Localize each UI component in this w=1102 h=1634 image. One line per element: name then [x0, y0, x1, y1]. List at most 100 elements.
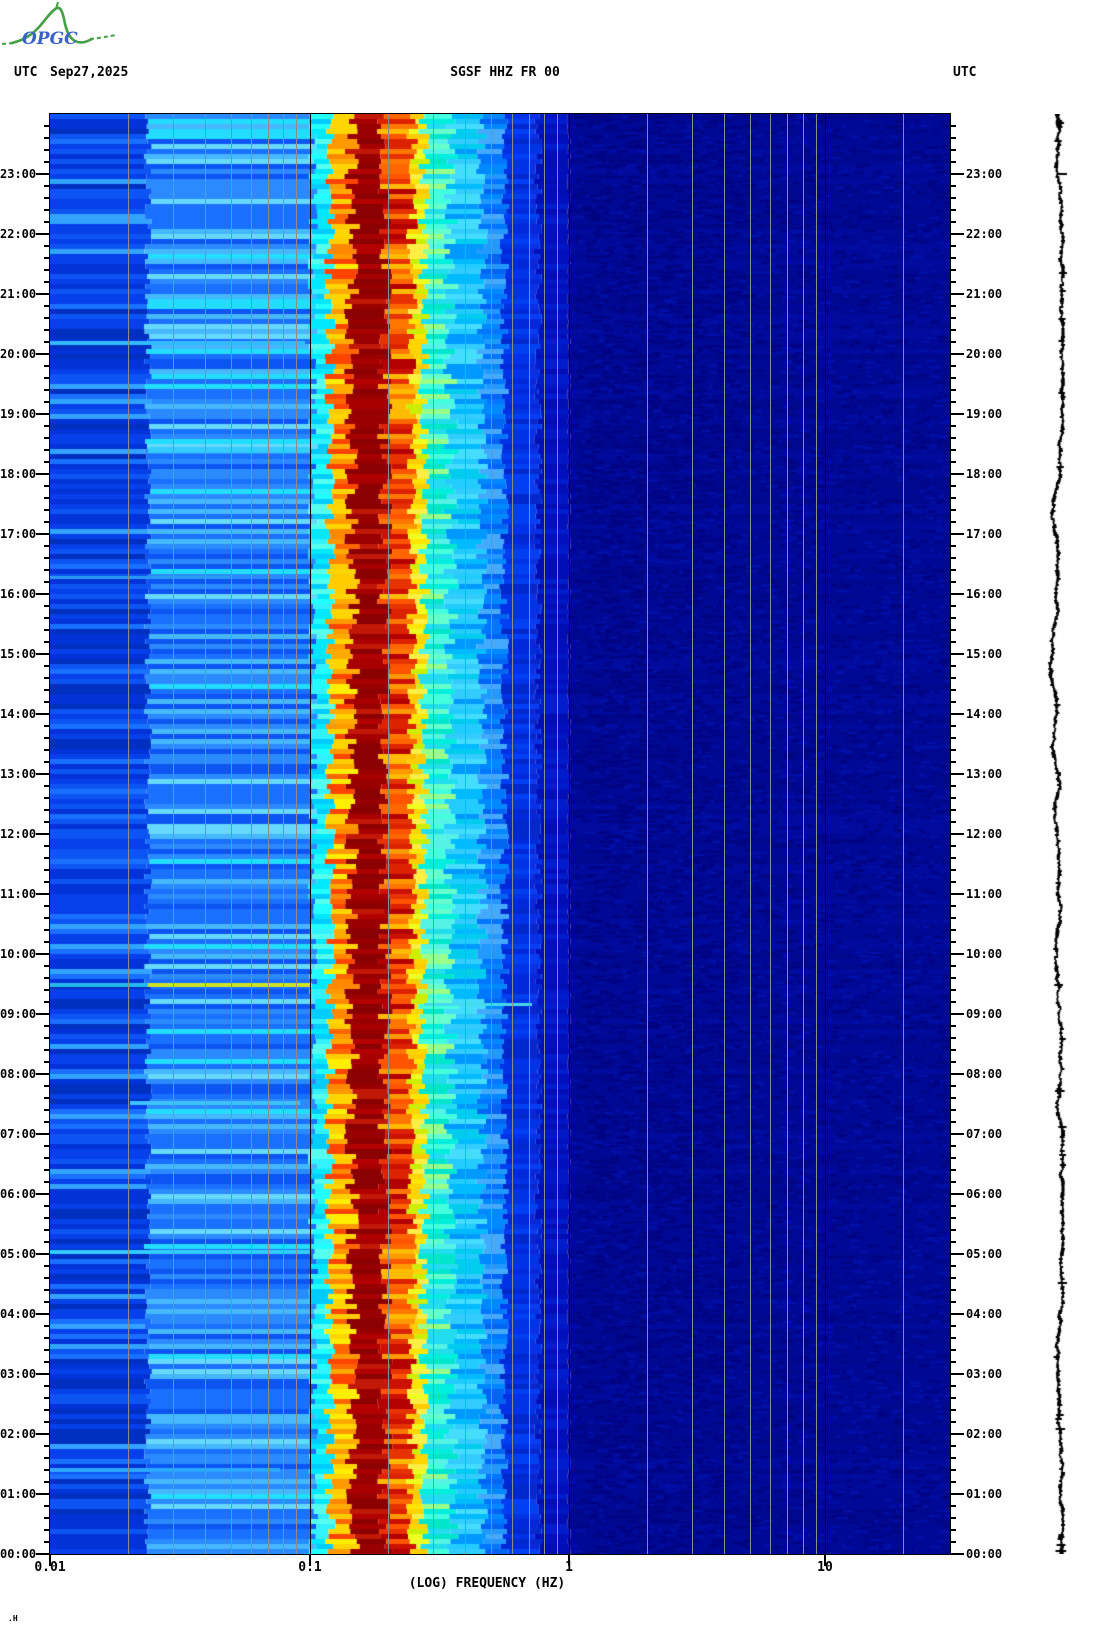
hour-label-l: 09:00: [0, 1007, 37, 1021]
time-tick: [950, 377, 956, 379]
time-tick: [950, 269, 956, 271]
time-tick: [950, 1253, 964, 1255]
time-tick: [44, 881, 50, 883]
time-tick: [44, 821, 50, 823]
hour-label-l: 04:00: [0, 1307, 37, 1321]
time-tick: [44, 185, 50, 187]
time-tick: [950, 725, 956, 727]
time-tick: [950, 197, 956, 199]
time-tick: [950, 749, 956, 751]
hour-label-l: 10:00: [0, 947, 37, 961]
time-tick: [950, 1265, 956, 1267]
logo-mountain-outline: [10, 6, 94, 45]
time-tick: [950, 1241, 956, 1243]
time-tick: [44, 689, 50, 691]
time-tick: [950, 1217, 956, 1219]
hour-label-r: 13:00: [966, 767, 1003, 781]
gridline: [750, 114, 751, 1554]
time-tick: [44, 1361, 50, 1363]
time-tick: [950, 881, 956, 883]
time-tick: [950, 485, 956, 487]
hour-label-l: 13:00: [0, 767, 37, 781]
time-tick: [36, 713, 50, 715]
gridline: [569, 114, 570, 1554]
time-tick: [950, 833, 964, 835]
time-tick: [950, 1481, 956, 1483]
time-tick: [36, 1373, 50, 1375]
hour-label-r: 20:00: [966, 347, 1003, 361]
time-tick: [950, 221, 956, 223]
time-tick: [950, 1085, 956, 1087]
time-tick: [950, 173, 964, 175]
time-tick: [950, 941, 956, 943]
gridline: [787, 114, 788, 1554]
hour-label-l: 05:00: [0, 1247, 37, 1261]
time-tick: [950, 1025, 956, 1027]
time-tick: [950, 581, 956, 583]
frequency-axis-label: (LOG) FREQUENCY (HZ): [408, 1576, 566, 1591]
time-tick: [44, 1445, 50, 1447]
time-tick: [36, 413, 50, 415]
header-utc-right: UTC: [953, 65, 977, 80]
time-tick: [44, 1277, 50, 1279]
hour-label-l: 07:00: [0, 1127, 37, 1141]
time-tick: [44, 1121, 50, 1123]
hour-label-r: 18:00: [966, 467, 1003, 481]
hour-label-r: 08:00: [966, 1067, 1003, 1081]
time-tick: [950, 917, 956, 919]
time-tick: [950, 929, 956, 931]
time-tick: [44, 1109, 50, 1111]
time-tick: [950, 413, 964, 415]
time-tick: [950, 257, 956, 259]
time-tick: [950, 989, 956, 991]
time-tick: [950, 1157, 956, 1159]
hour-label-r: 16:00: [966, 587, 1003, 601]
gridline: [173, 114, 174, 1554]
time-tick: [950, 233, 964, 235]
hour-label-l: 08:00: [0, 1067, 37, 1081]
time-tick: [44, 641, 50, 643]
time-tick: [44, 545, 50, 547]
time-tick: [950, 713, 964, 715]
hour-label-r: 06:00: [966, 1187, 1003, 1201]
hour-label-r: 03:00: [966, 1367, 1003, 1381]
time-tick: [950, 509, 956, 511]
time-tick: [44, 965, 50, 967]
spectrogram-canvas: [50, 114, 950, 1554]
freq-tick: [824, 1554, 826, 1566]
time-tick: [44, 1469, 50, 1471]
time-tick: [44, 125, 50, 127]
hour-label-r: 21:00: [966, 287, 1003, 301]
freq-tick-label: 0.1: [298, 1560, 322, 1575]
hour-label-l: 20:00: [0, 347, 37, 361]
time-tick: [44, 1001, 50, 1003]
logo-mountain-dash-right: [89, 34, 117, 40]
time-tick: [36, 533, 50, 535]
time-tick: [44, 281, 50, 283]
time-tick: [950, 557, 956, 559]
time-tick: [950, 185, 956, 187]
hour-label-r: 05:00: [966, 1247, 1003, 1261]
time-tick: [950, 329, 956, 331]
time-tick: [44, 1229, 50, 1231]
time-tick: [44, 749, 50, 751]
time-tick: [950, 497, 956, 499]
time-tick: [950, 1169, 956, 1171]
time-tick: [950, 1361, 956, 1363]
time-tick: [36, 653, 50, 655]
time-tick: [44, 1157, 50, 1159]
time-tick: [44, 461, 50, 463]
time-tick: [950, 1385, 956, 1387]
gridline: [724, 114, 725, 1554]
time-tick: [950, 365, 956, 367]
time-tick: [950, 437, 956, 439]
time-tick: [36, 1013, 50, 1015]
header-date: Sep27,2025: [50, 65, 129, 80]
hour-label-r: 19:00: [966, 407, 1003, 421]
time-tick: [950, 773, 964, 775]
time-tick: [950, 701, 956, 703]
hour-label-r: 10:00: [966, 947, 1003, 961]
gridline: [128, 114, 129, 1554]
time-tick: [44, 425, 50, 427]
time-tick: [44, 701, 50, 703]
